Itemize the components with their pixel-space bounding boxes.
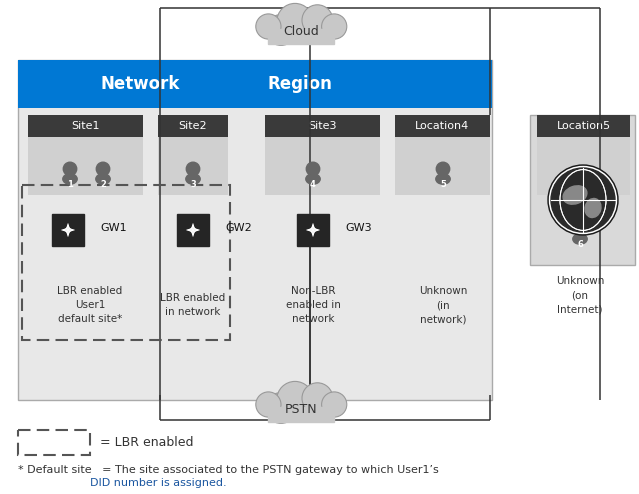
Ellipse shape <box>96 174 110 184</box>
Bar <box>537 137 630 195</box>
Bar <box>395 115 490 137</box>
Circle shape <box>187 162 200 176</box>
Text: Unknown
(on
Internet): Unknown (on Internet) <box>556 276 604 314</box>
Circle shape <box>256 14 281 39</box>
Bar <box>28 137 143 195</box>
Circle shape <box>302 5 333 36</box>
Text: Network: Network <box>100 75 180 93</box>
Text: 3: 3 <box>190 180 196 189</box>
Bar <box>52 214 84 246</box>
Circle shape <box>321 392 347 417</box>
Text: Site1: Site1 <box>72 121 100 131</box>
Ellipse shape <box>306 174 320 184</box>
Text: Region: Region <box>268 75 332 93</box>
Circle shape <box>548 165 618 235</box>
Bar <box>265 137 380 195</box>
Text: 2: 2 <box>100 180 106 189</box>
Bar <box>158 115 228 137</box>
Bar <box>268 29 334 44</box>
Bar <box>18 60 492 400</box>
Bar <box>297 214 329 246</box>
Bar <box>268 407 334 422</box>
Bar <box>265 115 380 137</box>
Bar <box>18 60 492 108</box>
Text: Site3: Site3 <box>308 121 337 131</box>
Circle shape <box>277 3 313 40</box>
Circle shape <box>550 166 617 234</box>
Text: Non-LBR
enabled in
network: Non-LBR enabled in network <box>286 286 341 324</box>
Circle shape <box>96 162 110 176</box>
Circle shape <box>256 392 281 417</box>
Ellipse shape <box>573 234 587 244</box>
Text: = LBR enabled: = LBR enabled <box>100 436 194 449</box>
Circle shape <box>436 162 450 176</box>
Text: LBR enabled
in network: LBR enabled in network <box>160 293 226 317</box>
Text: GW1: GW1 <box>100 223 127 233</box>
Ellipse shape <box>63 174 77 184</box>
Text: Cloud: Cloud <box>284 25 319 38</box>
Text: GW3: GW3 <box>345 223 372 233</box>
Circle shape <box>63 162 77 176</box>
Circle shape <box>266 15 296 45</box>
Bar <box>28 115 143 137</box>
Text: Unknown
(in
network): Unknown (in network) <box>419 286 467 324</box>
Circle shape <box>277 381 313 418</box>
Text: Site2: Site2 <box>179 121 207 131</box>
Bar <box>22 185 230 340</box>
Text: * Default site   = The site associated to the PSTN gateway to which User1’s: * Default site = The site associated to … <box>18 465 439 475</box>
Circle shape <box>266 393 296 423</box>
Circle shape <box>321 14 347 39</box>
Ellipse shape <box>186 174 200 184</box>
Text: Location4: Location4 <box>415 121 470 131</box>
Bar <box>537 115 630 137</box>
Text: 6: 6 <box>577 241 583 249</box>
Circle shape <box>302 383 333 413</box>
Text: 4: 4 <box>310 180 316 189</box>
Ellipse shape <box>585 199 601 217</box>
Ellipse shape <box>563 186 587 204</box>
Bar <box>177 214 209 246</box>
Bar <box>395 137 490 195</box>
Text: PSTN: PSTN <box>285 403 318 416</box>
Text: Location5: Location5 <box>557 121 610 131</box>
Text: LBR enabled
User1
default site*: LBR enabled User1 default site* <box>58 286 123 324</box>
Text: 1: 1 <box>67 180 73 189</box>
Circle shape <box>551 168 615 232</box>
Circle shape <box>573 222 587 236</box>
Ellipse shape <box>436 174 450 184</box>
Text: GW2: GW2 <box>225 223 252 233</box>
Circle shape <box>306 162 320 176</box>
Bar <box>18 430 90 455</box>
Text: 5: 5 <box>440 180 446 189</box>
Bar <box>158 137 228 195</box>
Bar <box>530 115 635 265</box>
Text: DID number is assigned.: DID number is assigned. <box>90 478 227 488</box>
